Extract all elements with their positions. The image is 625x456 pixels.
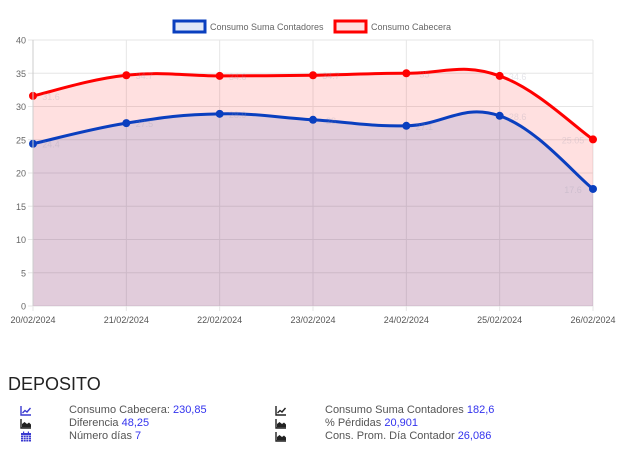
data-point[interactable] <box>309 115 317 124</box>
data-label: 28.6 <box>509 112 527 122</box>
x-tick-label: 25/02/2024 <box>477 315 522 325</box>
stats-left: Consumo Cabecera: 230,85 Diferencia 48,2… <box>20 404 270 443</box>
y-tick-label: 5 <box>21 268 26 278</box>
data-label: 27.5 <box>136 119 154 129</box>
y-tick-label: 30 <box>16 102 26 112</box>
data-point[interactable] <box>402 69 411 78</box>
stat-label: Cons. Prom. Día Contador <box>325 430 455 442</box>
data-label: 17.6 <box>564 185 582 195</box>
data-label: 25.05 <box>562 135 585 145</box>
data-point[interactable] <box>495 71 504 80</box>
data-point[interactable] <box>495 111 504 120</box>
x-tick-label: 23/02/2024 <box>290 315 335 325</box>
calendar-icon <box>21 431 31 442</box>
data-label: 28.9 <box>229 110 247 120</box>
data-point[interactable] <box>589 135 597 144</box>
line-chart-icon <box>20 406 32 416</box>
data-point[interactable] <box>215 109 224 118</box>
stat-label: Diferencia <box>69 417 119 429</box>
x-tick-label: 26/02/2024 <box>570 315 615 325</box>
data-point[interactable] <box>589 184 597 193</box>
y-tick-label: 0 <box>21 302 26 312</box>
area-chart-icon <box>20 419 31 429</box>
data-point[interactable] <box>122 71 131 80</box>
x-tick-label: 22/02/2024 <box>197 315 242 325</box>
y-tick-label: 40 <box>16 36 26 46</box>
y-tick-label: 35 <box>16 69 26 79</box>
stat-label: Consumo Cabecera: <box>69 404 170 416</box>
area-chart-icon <box>275 432 286 442</box>
data-label: 34.6 <box>229 72 247 82</box>
stat-diferencia: Diferencia 48,25 <box>20 417 270 430</box>
data-point[interactable] <box>122 119 131 128</box>
stat-consumo-suma-contadores: Consumo Suma Contadores 182,6 <box>275 404 615 417</box>
data-point[interactable] <box>215 71 224 80</box>
stat-consumo-cabecera: Consumo Cabecera: 230,85 <box>20 404 270 417</box>
data-label: 27.1 <box>416 122 434 132</box>
stat-value: 7 <box>135 430 142 442</box>
series-area <box>33 69 593 306</box>
x-tick-label: 20/02/2024 <box>10 315 55 325</box>
stat-numero-dias: Número días 7 <box>20 430 270 443</box>
data-label: 34.7 <box>322 71 340 81</box>
legend-label: Consumo Cabecera <box>371 22 451 32</box>
y-tick-label: 25 <box>16 135 26 145</box>
stat-value: 230,85 <box>172 404 207 416</box>
stat-value: 26,086 <box>457 430 492 442</box>
data-point[interactable] <box>309 71 317 80</box>
stat-label: Consumo Suma Contadores <box>325 404 464 416</box>
data-label: 28 <box>326 116 336 126</box>
data-label: 34.6 <box>509 72 527 82</box>
stat-label: % Pérdidas <box>325 417 382 429</box>
stats-right: Consumo Suma Contadores 182,6 % Pérdidas… <box>275 404 615 443</box>
area-chart-icon <box>275 419 286 429</box>
stat-perdidas: % Pérdidas 20,901 <box>275 417 615 430</box>
legend-label: Consumo Suma Contadores <box>210 22 324 32</box>
x-tick-label: 21/02/2024 <box>104 315 149 325</box>
y-tick-label: 20 <box>16 169 26 179</box>
chart-legend: Consumo Suma Contadores Consumo Cabecera <box>172 19 451 34</box>
stat-cons-prom-dia: Cons. Prom. Día Contador 26,086 <box>275 430 615 443</box>
legend-item-0[interactable]: Consumo Suma Contadores <box>172 19 324 34</box>
series-area <box>33 111 593 306</box>
consumption-line-chart: 0 5 10 15 20 25 30 35 40 20/02/2024 21/02/2024 22/0… <box>10 19 616 325</box>
stat-label: Número días <box>69 430 132 442</box>
legend-swatch <box>333 19 368 34</box>
legend-swatch <box>172 19 207 34</box>
line-chart-icon <box>275 406 287 416</box>
stat-value: 48,25 <box>121 417 150 429</box>
legend-item-1[interactable]: Consumo Cabecera <box>333 19 451 34</box>
data-label: 34.7 <box>136 71 154 81</box>
series-0: 24.4 27.5 28.9 28 27.1 28.6 17.6 <box>29 109 597 195</box>
stat-value: 20,901 <box>384 417 418 429</box>
data-label: 24.4 <box>42 140 60 150</box>
y-tick-label: 15 <box>16 202 26 212</box>
series-1: 31.6 34.7 34.6 34.7 35 34.6 25.05 <box>29 67 597 145</box>
section-title: DEPOSITO <box>8 374 101 394</box>
y-tick-label: 10 <box>16 235 26 245</box>
stat-value: 182,6 <box>466 404 495 416</box>
x-tick-label: 24/02/2024 <box>384 315 429 325</box>
data-label: 35 <box>419 69 429 79</box>
data-label: 31.6 <box>42 92 60 102</box>
data-point[interactable] <box>402 121 411 130</box>
